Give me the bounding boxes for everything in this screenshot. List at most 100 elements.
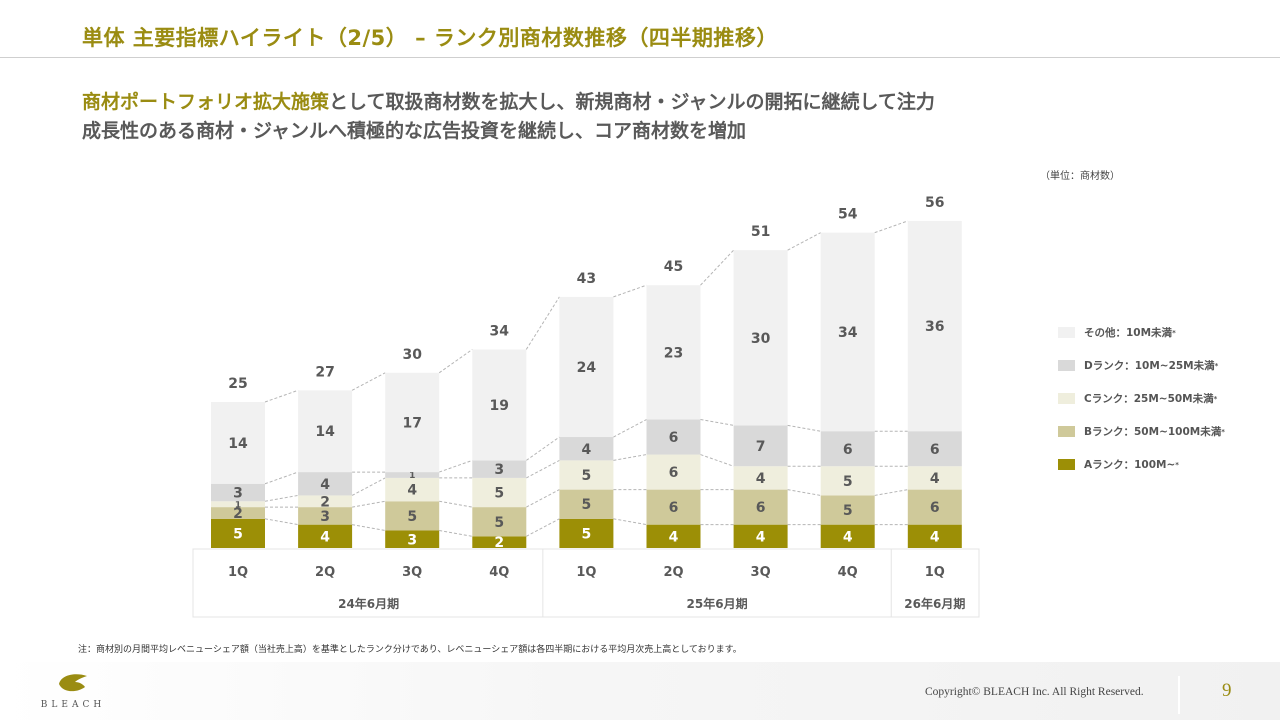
x-tick-label: 3Q [751, 565, 771, 580]
data-label: 34 [838, 325, 858, 341]
legend-item-other: その他：10M未満 * [1058, 322, 1225, 343]
bar-segment-c [820, 466, 875, 496]
data-label: 19 [490, 398, 509, 414]
total-label: 51 [751, 224, 770, 240]
bar-segment-b [820, 495, 875, 525]
bar-segment-c [559, 460, 614, 490]
connector-line [264, 471, 299, 485]
data-label: 5 [494, 486, 504, 502]
total-label: 43 [577, 271, 596, 287]
lead-line-1-rest: として取扱商材数を拡大し、新規商材・ジャンルの開拓に継続して注力 [329, 91, 935, 113]
data-label: 3 [494, 462, 504, 478]
connector-line [439, 529, 473, 537]
bar-segment-c [472, 477, 527, 508]
data-label: 4 [407, 483, 417, 499]
total-label: 30 [402, 347, 422, 363]
legend-footnote-mark: * [1214, 361, 1219, 370]
data-label: 5 [843, 474, 853, 490]
bar-segment-d [820, 431, 875, 467]
bar-segment-other [646, 285, 701, 420]
legend-footnote-mark: * [1221, 427, 1225, 436]
data-label: 1 [409, 471, 415, 481]
data-label: 4 [669, 529, 679, 545]
bar-segment-a [646, 524, 701, 548]
bar-segment-b [559, 489, 614, 519]
total-label: 34 [490, 323, 510, 339]
data-label: 5 [233, 526, 243, 542]
bar-segment-c [298, 495, 353, 508]
bar-segment-other [559, 296, 614, 438]
legend-swatch-d [1058, 360, 1075, 371]
page-number: 9 [1222, 680, 1232, 701]
bar-segment-b [907, 489, 962, 525]
connector-line [526, 518, 560, 537]
connector-line [439, 500, 473, 508]
legend-swatch-other [1058, 327, 1075, 338]
connector-line [700, 249, 734, 286]
bar-segment-other [820, 232, 875, 432]
connector-line [787, 489, 821, 496]
bar-segment-d [907, 431, 962, 467]
data-label: 4 [843, 529, 853, 545]
data-label: 4 [756, 529, 766, 545]
bar-segment-c [646, 454, 701, 490]
bar-segment-other [385, 372, 440, 473]
data-label: 3 [233, 486, 243, 502]
connector-line [700, 454, 734, 467]
data-label: 17 [402, 415, 421, 431]
x-tick-label: 2Q [663, 565, 683, 580]
bar-segment-other [907, 220, 962, 432]
x-tick-label: 1Q [576, 565, 596, 580]
lead-line-2: 成長性のある商材・ジャンルへ積極的な広告投資を継続し、コア商材数を増加 [82, 120, 747, 142]
connector-line [439, 459, 473, 473]
legend-item-b: Bランク：50M~100M未満 * [1058, 421, 1225, 442]
x-tick-label: 3Q [402, 565, 422, 580]
data-label: 4 [582, 442, 592, 458]
total-label: 56 [925, 195, 944, 211]
legend-footnote-mark: * [1175, 460, 1179, 469]
data-label: 2 [233, 506, 243, 522]
connector-line [787, 424, 821, 432]
data-label: 6 [756, 500, 766, 516]
legend-label: Cランク：25M~50M未満 [1084, 393, 1214, 405]
connector-line [613, 284, 647, 298]
data-label: 4 [930, 529, 940, 545]
bar-segment-c [385, 477, 440, 502]
bar-segment-d [385, 472, 440, 478]
footnote: 注：商材別の月間平均レベニューシェア額（当社売上高）を基準としたランク分けであり… [78, 645, 742, 655]
legend-label: Bランク：50M~100M未満 [1084, 426, 1222, 438]
total-label: 25 [228, 376, 247, 392]
connector-line [352, 524, 386, 531]
bar-segment-d [472, 460, 527, 478]
data-label: 14 [228, 436, 248, 452]
x-tick-label: 2Q [315, 565, 335, 580]
total-label: 54 [838, 207, 858, 223]
connector-line [525, 296, 560, 350]
legend-footnote-mark: * [1213, 394, 1218, 403]
connector-line [613, 419, 647, 438]
bar-segment-b [646, 489, 701, 525]
data-label: 6 [930, 500, 940, 516]
legend-item-d: Dランク：10M~25M未満 * [1058, 355, 1225, 376]
bar-segment-other [472, 349, 527, 461]
data-label: 3 [320, 509, 330, 525]
bar-segment-c [907, 466, 962, 490]
connector-line [526, 489, 560, 508]
chart-legend: その他：10M未満 * Dランク：10M~25M未満 * Cランク：25M~50M未… [1058, 322, 1225, 487]
bar-segment-a [298, 524, 353, 548]
bar-segment-a [559, 518, 614, 548]
copyright: Copyright© BLEACH Inc. All Right Reserve… [925, 686, 1144, 698]
data-label: 6 [669, 465, 679, 481]
bar-segment-a [733, 524, 788, 548]
bar-segment-other [298, 390, 353, 473]
data-label: 6 [930, 442, 940, 458]
bar-segment-a [820, 524, 875, 548]
bar-segment-b [298, 507, 353, 525]
connector-line [351, 477, 386, 496]
x-tick-label: 1Q [228, 565, 248, 580]
x-group-label: 26年6月期 [904, 596, 965, 611]
connector-line [264, 518, 299, 526]
bar-segment-b [472, 507, 527, 537]
bar-segment-c [733, 466, 788, 490]
bar-segment-other [733, 250, 788, 426]
